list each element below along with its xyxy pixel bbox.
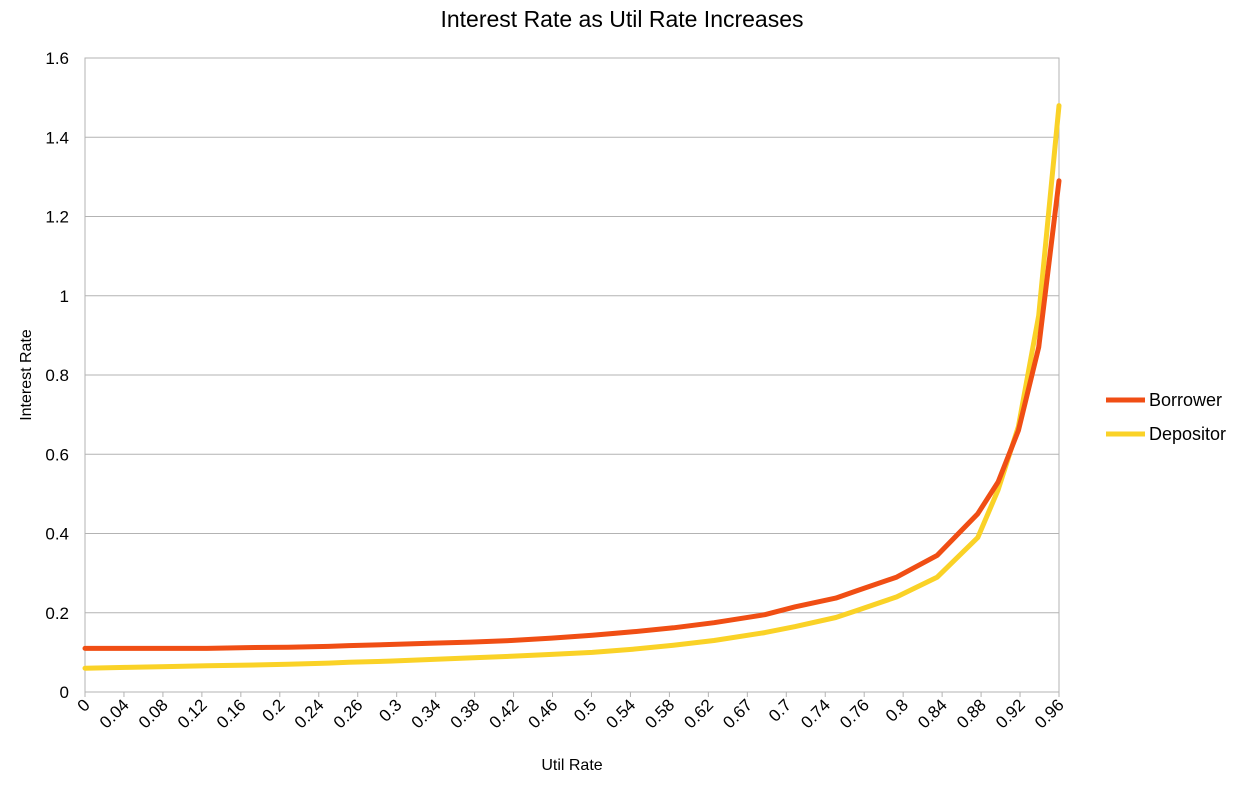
x-tick-label: 0.2 [258,695,288,725]
x-tick-label: 0.24 [291,695,328,732]
x-axis-title: Util Rate [541,757,602,774]
y-tick-label: 1 [60,287,69,306]
y-axis-ticks: 0 0.2 0.4 0.6 0.8 1 1.2 1.4 1.6 [45,49,69,702]
legend: Borrower Depositor [1106,390,1226,444]
y-tick-label: 1.4 [45,128,69,147]
x-tick-label: 0.84 [914,695,951,732]
x-axis-ticks: 0 0.04 0.08 0.12 0.16 0.2 0.24 0.26 0.3 0.34 0.38 0… [74,692,1068,732]
series-lines [82,103,1062,671]
chart-title: Interest Rate as Util Rate Increases [440,6,803,32]
x-tick-label: 0.42 [486,695,523,732]
x-tick-label: 0.92 [992,695,1029,732]
y-tick-label: 0.2 [45,604,69,623]
y-tick-label: 0.4 [45,525,69,544]
x-tick-label: 0.5 [570,695,600,725]
x-tick-label: 0.67 [719,695,756,732]
plot-area-border [84,57,1060,693]
x-tick-label: 0.96 [1031,695,1068,732]
y-tick-label: 0 [60,683,69,702]
y-tick-label: 1.2 [45,208,69,227]
x-tick-label: 0.46 [525,695,562,732]
gridlines [85,57,1059,693]
x-tick-label: 0.88 [953,695,990,732]
x-tick-label: 0.76 [836,695,873,732]
x-tick-label: 0.74 [797,695,834,732]
series-line-borrower [82,178,1062,651]
x-tick-label: 0.12 [174,695,211,732]
x-tick-label: 0.08 [135,695,172,732]
x-tick-label: 0.58 [641,695,678,732]
x-tick-label: 0.26 [330,695,367,732]
legend-label-depositor: Depositor [1149,424,1226,444]
y-tick-label: 1.6 [45,49,69,68]
x-tick-label: 0.34 [408,695,445,732]
x-tick-label: 0.7 [765,695,795,725]
x-tick-label: 0 [74,695,94,715]
y-axis-title: Interest Rate [18,329,35,421]
x-tick-label: 0.3 [375,695,405,725]
x-tick-label: 0.16 [213,695,250,732]
x-tick-label: 0.04 [96,695,133,732]
x-tick-label: 0.62 [680,695,717,732]
x-tick-label: 0.8 [882,695,912,725]
legend-label-borrower: Borrower [1149,390,1222,410]
series-line-depositor [82,103,1062,671]
x-tick-label: 0.54 [602,695,639,732]
y-tick-label: 0.6 [45,445,69,464]
y-tick-label: 0.8 [45,366,69,385]
x-tick-label: 0.38 [447,695,484,732]
